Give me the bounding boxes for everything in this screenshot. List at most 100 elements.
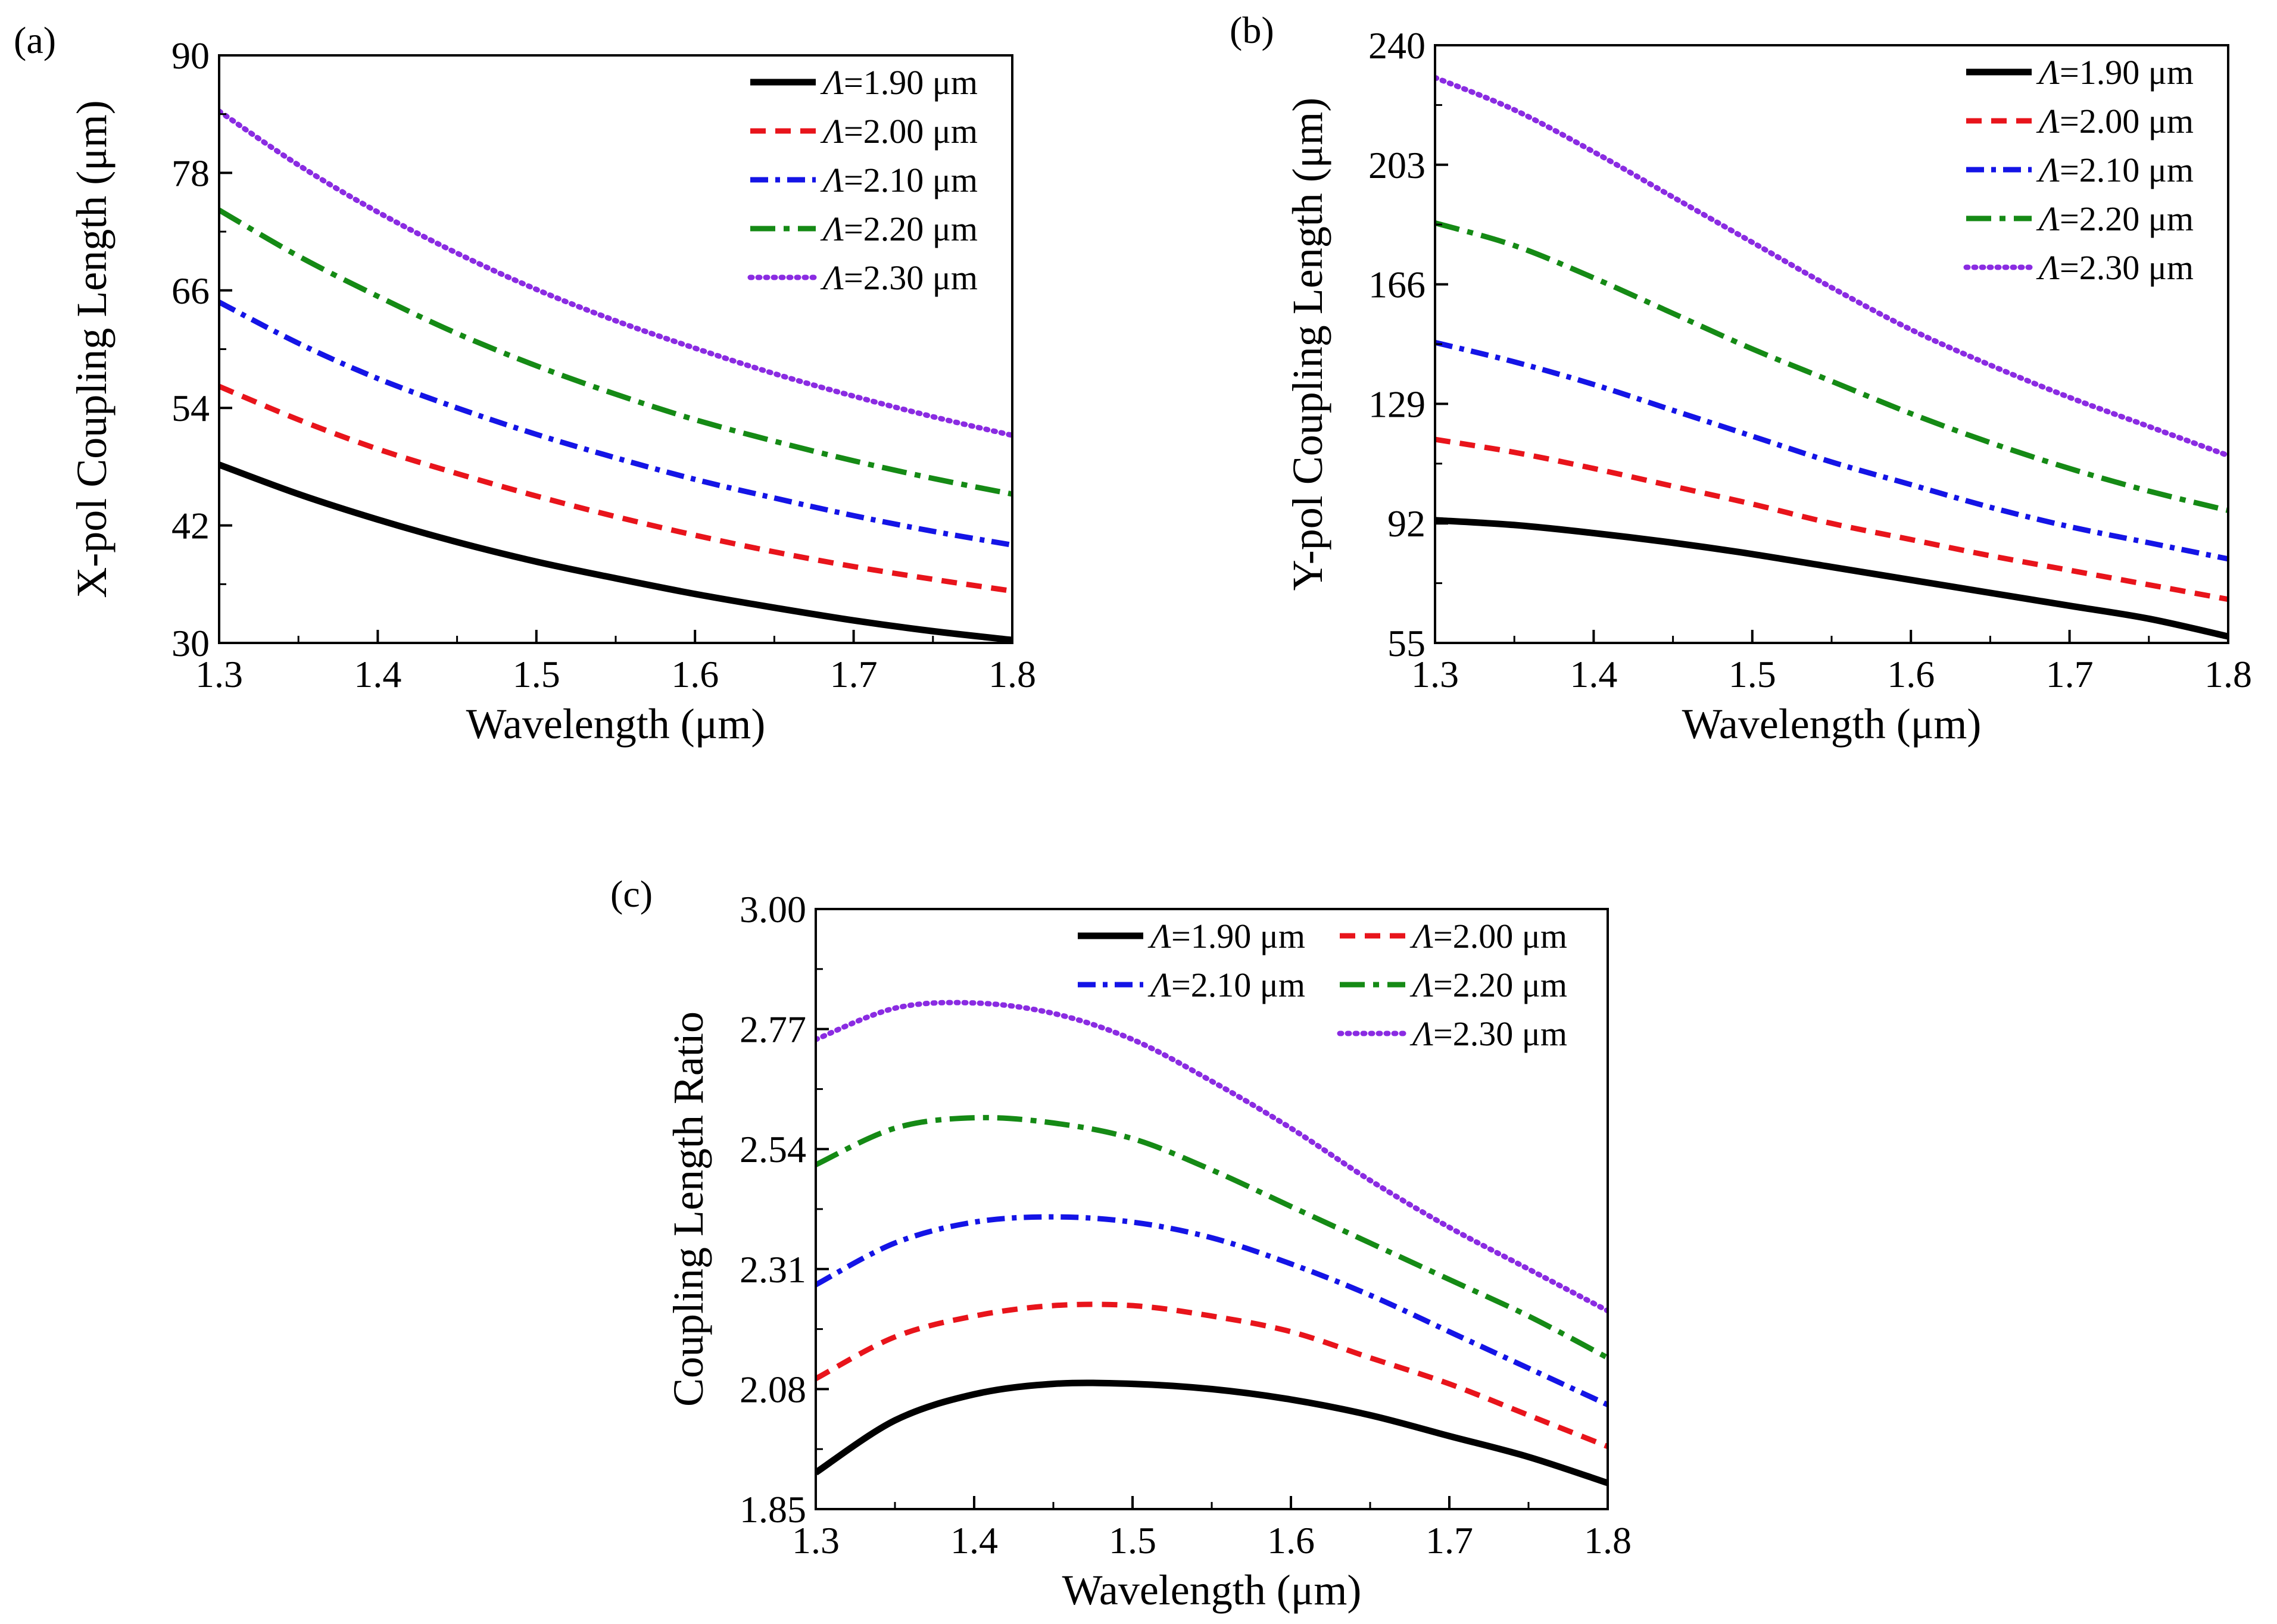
series-line-4	[1435, 220, 2228, 513]
series-lines	[219, 108, 1012, 643]
series-line-3	[1435, 339, 2228, 562]
legend-symbol: Λ	[820, 161, 844, 199]
legend-symbol: Λ	[2036, 102, 2060, 140]
legend-text: =2.30 μm	[2060, 248, 2194, 287]
legend-text: =2.00 μm	[844, 112, 978, 151]
y-axis-title: X-pol Coupling Length (μm)	[68, 100, 116, 598]
legend-label: Λ=2.00 μm	[2036, 102, 2194, 140]
y-tick-label: 90	[171, 35, 210, 77]
legend-item: Λ=1.90 μm	[1966, 53, 2194, 92]
legend-text: =2.00 μm	[2060, 102, 2194, 140]
x-tick-label: 1.3	[792, 1519, 840, 1561]
legend-text: =2.30 μm	[844, 258, 978, 297]
legend-label: Λ=2.20 μm	[2036, 199, 2194, 238]
x-tick-label: 1.8	[1584, 1519, 1632, 1561]
series-line-3	[816, 1214, 1608, 1407]
legend-symbol: Λ	[820, 210, 844, 248]
y-axis-title: Coupling Length Ratio	[665, 1011, 712, 1407]
x-tick-label: 1.7	[1426, 1519, 1473, 1561]
x-tick-label: 1.3	[195, 653, 243, 695]
legend-label: Λ=2.30 μm	[1409, 1014, 1567, 1053]
legend-symbol: Λ	[1409, 966, 1433, 1004]
legend-symbol: Λ	[2036, 151, 2060, 189]
series-line-2	[816, 1301, 1608, 1450]
x-tick-label: 1.6	[671, 653, 719, 695]
legend-item: Λ=2.00 μm	[1340, 917, 1567, 955]
x-tick-label: 1.7	[830, 653, 878, 695]
series-line-2	[219, 383, 1012, 594]
legend-item: Λ=2.20 μm	[750, 210, 978, 248]
legend-symbol: Λ	[2036, 53, 2060, 92]
legend-symbol: Λ	[1147, 966, 1171, 1004]
legend-symbol: Λ	[2036, 199, 2060, 238]
x-tick-label: 1.7	[2046, 653, 2094, 695]
x-tick-label: 1.5	[1109, 1519, 1156, 1561]
legend-item: Λ=2.20 μm	[1340, 966, 1567, 1004]
legend-symbol: Λ	[820, 112, 844, 151]
legend-symbol: Λ	[1409, 917, 1433, 955]
legend-symbol: Λ	[820, 63, 844, 102]
y-tick-label: 3.00	[740, 888, 806, 930]
legend-item: Λ=2.10 μm	[1966, 151, 2194, 189]
y-tick-label: 2.31	[740, 1248, 806, 1291]
legend-text: =2.20 μm	[1433, 966, 1567, 1004]
legend-label: Λ=1.90 μm	[820, 63, 978, 102]
y-tick-label: 1.85	[740, 1488, 806, 1531]
legend-item: Λ=1.90 μm	[1078, 917, 1305, 955]
x-axis-title: Wavelength (μm)	[1062, 1566, 1362, 1614]
legend-symbol: Λ	[2036, 248, 2060, 287]
legend-text: =1.90 μm	[2060, 53, 2194, 92]
x-tick-label: 1.5	[1729, 653, 1776, 695]
series-line-2	[1435, 436, 2228, 602]
y-tick-label: 240	[1368, 24, 1426, 67]
series-line-1	[1435, 517, 2228, 640]
legend-item: Λ=2.30 μm	[1963, 248, 2194, 287]
x-axis-title: Wavelength (μm)	[466, 700, 766, 748]
series-line-5	[1435, 74, 2228, 458]
legend-text: =2.10 μm	[2060, 151, 2194, 189]
legend-label: Λ=1.90 μm	[2036, 53, 2194, 92]
series-line-4	[219, 208, 1012, 497]
y-tick-label: 166	[1368, 264, 1426, 306]
panel-label: (c)	[610, 873, 653, 915]
legend-text: =1.90 μm	[844, 63, 978, 102]
legend-item: Λ=2.10 μm	[1078, 966, 1305, 1004]
legend-item: Λ=2.30 μm	[1337, 1014, 1567, 1053]
y-tick-label: 2.08	[740, 1368, 806, 1410]
y-tick-label: 66	[171, 270, 210, 312]
legend-label: Λ=2.10 μm	[2036, 151, 2194, 189]
legend-text: =2.00 μm	[1433, 917, 1567, 955]
legend-item: Λ=2.00 μm	[750, 112, 978, 151]
legend-text: =2.10 μm	[1171, 966, 1305, 1004]
legend-label: Λ=1.90 μm	[1147, 917, 1305, 955]
x-tick-label: 1.4	[1570, 653, 1617, 695]
y-tick-label: 129	[1368, 383, 1426, 425]
series-line-1	[219, 461, 1012, 643]
panels: 1.3 1.4 1.5 1.6 1.7 1.8 30 42 54 66 78 90 Wavelength…	[14, 9, 2252, 1614]
y-tick-label: 2.54	[740, 1128, 806, 1170]
legend-text: =2.20 μm	[2060, 199, 2194, 238]
x-tick-label: 1.8	[988, 653, 1036, 695]
legend-label: Λ=2.10 μm	[1147, 966, 1305, 1004]
chart-panel-c: 1.3 1.4 1.5 1.6 1.7 1.8 1.85 2.08 2.31 2.54 2.77 3.…	[610, 873, 1632, 1614]
panel-label: (a)	[14, 19, 56, 61]
legend-item: Λ=2.20 μm	[1966, 199, 2194, 238]
legend-text: =2.10 μm	[844, 161, 978, 199]
legend-text: =2.20 μm	[844, 210, 978, 248]
x-tick-label: 1.3	[1411, 653, 1459, 695]
legend-item: Λ=2.00 μm	[1966, 102, 2194, 140]
legend-label: Λ=2.30 μm	[820, 258, 978, 297]
y-tick-label: 78	[171, 152, 210, 194]
legend-text: =1.90 μm	[1171, 917, 1305, 955]
legend-label: Λ=2.10 μm	[820, 161, 978, 199]
legend: Λ=1.90 μmΛ=2.00 μmΛ=2.10 μmΛ=2.20 μmΛ=2.…	[747, 63, 978, 297]
legend: Λ=1.90 μmΛ=2.00 μmΛ=2.10 μmΛ=2.20 μmΛ=2.…	[1963, 53, 2194, 287]
x-tick-label: 1.8	[2204, 653, 2252, 695]
legend-label: Λ=2.00 μm	[1409, 917, 1567, 955]
legend-symbol: Λ	[1409, 1014, 1433, 1053]
y-tick-label: 54	[171, 387, 210, 429]
y-tick-label: 2.77	[740, 1008, 806, 1051]
series-lines	[1435, 74, 2228, 640]
